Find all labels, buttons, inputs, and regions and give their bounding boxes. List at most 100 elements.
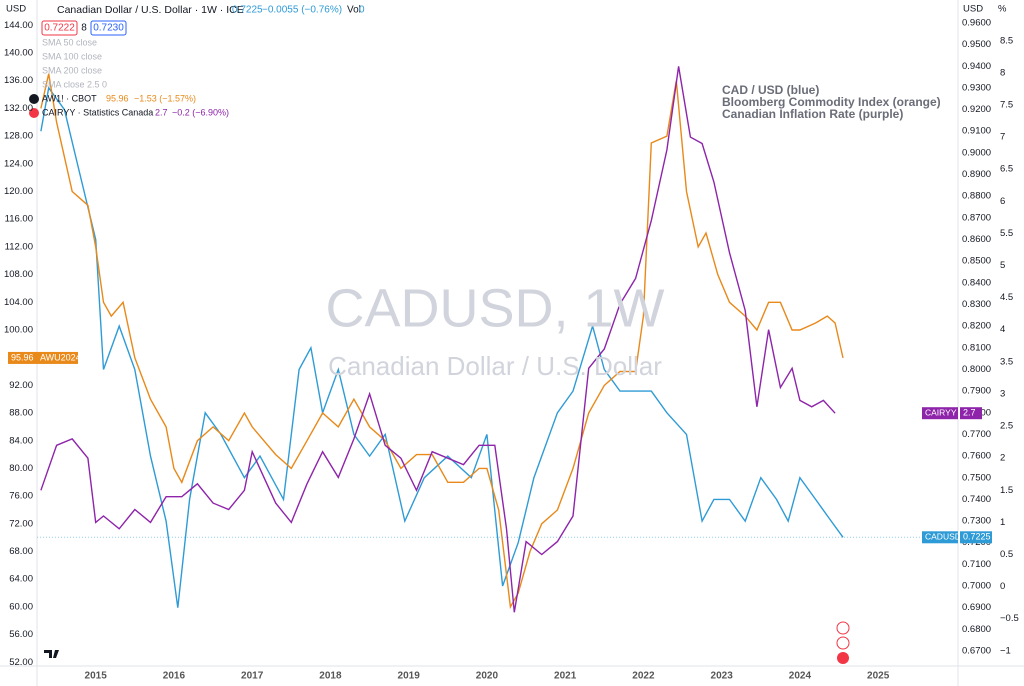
y3-tick-label: 0.5 [1000, 549, 1013, 560]
y2-tick-label: 0.8600 [962, 234, 991, 245]
study[interactable]: SMA close 2.5 0 [42, 79, 107, 89]
y3-tick-label: 6 [1000, 196, 1005, 207]
comparison-change: −0.2 (−6.90%) [172, 107, 229, 117]
study[interactable]: SMA 200 close [42, 65, 102, 75]
y-tick-label: 104.00 [4, 297, 33, 308]
event-icon[interactable] [837, 652, 849, 664]
left-unit: USD [6, 4, 26, 15]
y2-tick-label: 0.8700 [962, 212, 991, 223]
watermark-subtitle: Canadian Dollar / U.S. Dollar [328, 351, 662, 381]
price-tag [8, 351, 78, 364]
price-tag-name: CADUSD [925, 532, 961, 542]
flag-icon [29, 108, 39, 118]
watermark-title: CADUSD, 1W [325, 278, 664, 338]
ask: 0.7230 [93, 23, 124, 34]
y-tick-label: 56.00 [9, 629, 33, 640]
y3-tick-label: 0 [1000, 581, 1005, 592]
y2-tick-label: 0.8300 [962, 299, 991, 310]
x-tick-label: 2015 [85, 671, 108, 682]
y-tick-label: 80.00 [9, 463, 33, 474]
comparison-symbol[interactable]: AW1! · CBOT [42, 93, 97, 103]
y-tick-label: 136.00 [4, 75, 33, 86]
y-tick-label: 88.00 [9, 408, 33, 419]
right-unit: USD [963, 4, 983, 15]
x-tick-label: 2020 [476, 671, 499, 682]
x-tick-label: 2025 [867, 671, 890, 682]
price-tag [960, 407, 982, 420]
y2-tick-label: 0.6800 [962, 624, 991, 635]
y2-tick-label: 0.8000 [962, 364, 991, 375]
y-tick-label: 76.00 [9, 491, 33, 502]
y2-tick-label: 0.8500 [962, 256, 991, 267]
y3-tick-label: 5 [1000, 260, 1005, 271]
y3-tick-label: 3.5 [1000, 356, 1013, 367]
y2-tick-label: 0.8400 [962, 277, 991, 288]
annotation: CAD / USD (blue) [722, 83, 819, 97]
y3-tick-label: 1 [1000, 517, 1005, 528]
y3-tick-label: 2.5 [1000, 421, 1013, 432]
y2-tick-label: 0.7600 [962, 451, 991, 462]
study[interactable]: SMA 50 close [42, 37, 97, 47]
y-tick-label: 112.00 [5, 241, 33, 252]
y3-tick-label: −1 [1000, 645, 1011, 656]
price-change: −0.0055 (−0.76%) [262, 5, 342, 16]
y2-tick-label: 0.8900 [962, 169, 991, 180]
y2-tick-label: 0.6900 [962, 602, 991, 613]
y2-tick-label: 0.7000 [962, 581, 991, 592]
y3-tick-label: 8 [1000, 67, 1005, 78]
y2-tick-label: 0.9500 [962, 39, 991, 50]
y3-tick-label: 8.5 [1000, 35, 1013, 46]
y-tick-label: 128.00 [4, 131, 33, 142]
study[interactable]: SMA 100 close [42, 51, 102, 61]
y-tick-label: 124.00 [4, 158, 33, 169]
y2-tick-label: 0.9100 [962, 126, 991, 137]
x-tick-label: 2024 [789, 671, 812, 682]
y-tick-label: 116.00 [5, 214, 33, 225]
series-line [40, 73, 844, 610]
y3-tick-label: −0.5 [1000, 613, 1019, 624]
y2-tick-label: 0.9000 [962, 147, 991, 158]
event-icon[interactable] [836, 621, 850, 635]
y2-tick-label: 0.7300 [962, 516, 991, 527]
x-tick-label: 2017 [241, 671, 264, 682]
price-tag-name: CAIRYY [925, 407, 957, 417]
y2-tick-label: 0.9300 [962, 82, 991, 93]
x-tick-label: 2022 [632, 671, 655, 682]
bid-box[interactable] [41, 20, 78, 36]
plot-area [40, 66, 844, 613]
y-tick-label: 120.00 [4, 186, 33, 197]
ask-box[interactable] [90, 20, 127, 36]
price-tag [922, 407, 958, 420]
y3-tick-label: 4 [1000, 324, 1005, 335]
y2-tick-label: 0.6700 [962, 646, 991, 657]
y-tick-label: 144.00 [4, 20, 33, 31]
annotation: Bloomberg Commodity Index (orange) [722, 95, 941, 109]
comparison-symbol[interactable]: CAIRYY · Statistics Canada [42, 107, 153, 117]
y-tick-label: 92.00 [9, 380, 33, 391]
symbol-title[interactable]: Canadian Dollar / U.S. Dollar · 1W · ICE [57, 4, 244, 16]
series-line [40, 66, 836, 613]
comparison-change: −1.53 (−1.57%) [134, 93, 196, 103]
x-tick-label: 2021 [554, 671, 577, 682]
y2-tick-label: 0.9400 [962, 61, 991, 72]
y2-tick-label: 0.9200 [962, 104, 991, 115]
event-icon[interactable] [836, 636, 850, 650]
logo[interactable] [44, 650, 59, 658]
y-tick-label: 72.00 [9, 518, 33, 529]
y-tick-label: 60.00 [9, 601, 33, 612]
y-tick-label: 64.00 [9, 574, 33, 585]
price-tag [960, 531, 992, 544]
series-line [40, 86, 844, 608]
price-tag-value: 2.7 [963, 408, 976, 418]
y2-tick-label: 0.7500 [962, 472, 991, 483]
y3-tick-label: 2 [1000, 453, 1005, 464]
spread: 8 [81, 23, 87, 34]
pct-unit: % [998, 4, 1007, 15]
last-price: 0.7225 [232, 5, 263, 16]
comparison-last: 95.96 [106, 93, 129, 103]
y3-tick-label: 1.5 [1000, 485, 1013, 496]
y-tick-label: 108.00 [4, 269, 33, 280]
y2-tick-label: 0.8100 [962, 342, 991, 353]
x-tick-label: 2023 [711, 671, 734, 682]
